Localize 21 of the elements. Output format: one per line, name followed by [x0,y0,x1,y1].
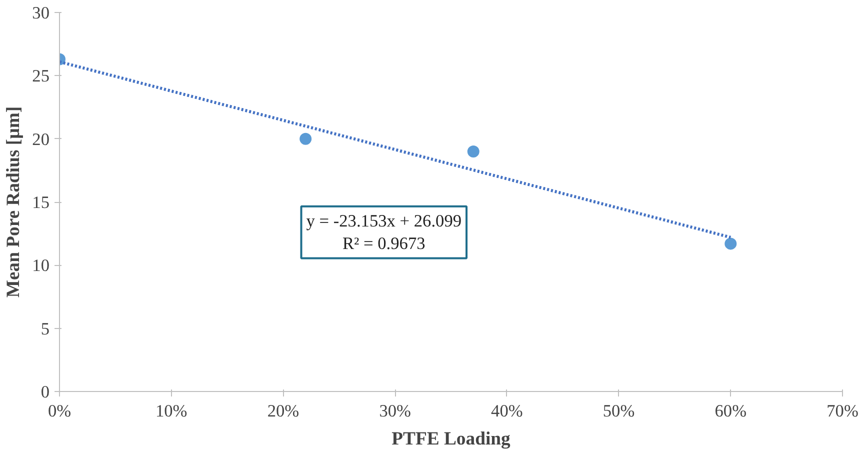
x-tick-label: 30% [379,402,411,420]
point [724,238,737,250]
y-axis-title: Mean Pore Radius [µm] [3,106,24,298]
x-axis-title: PTFE Loading [392,428,512,450]
annotation: y = -23.153x + 26.099 R² = 0.9673 [306,211,462,254]
y-tick-label: 0 [40,382,50,402]
x-tick-label: 70% [826,402,858,420]
x-tick-label: 60% [714,402,747,420]
x-tick-label: 50% [602,402,635,420]
y-tick-label: 25 [32,66,50,86]
x-tick-label: 40% [491,402,523,420]
y-tick-label: 10 [32,256,50,276]
y-tick-label: 20 [32,130,50,149]
x-tick-label: 0% [48,402,72,420]
point [467,145,480,158]
x-tick-label: 10% [155,402,188,420]
y-tick-label: 5 [40,319,50,338]
x-tick-label: 20% [267,402,300,420]
y-tick-label: 30 [32,4,50,22]
point [300,132,312,145]
y-tick-label: 15 [32,193,50,212]
